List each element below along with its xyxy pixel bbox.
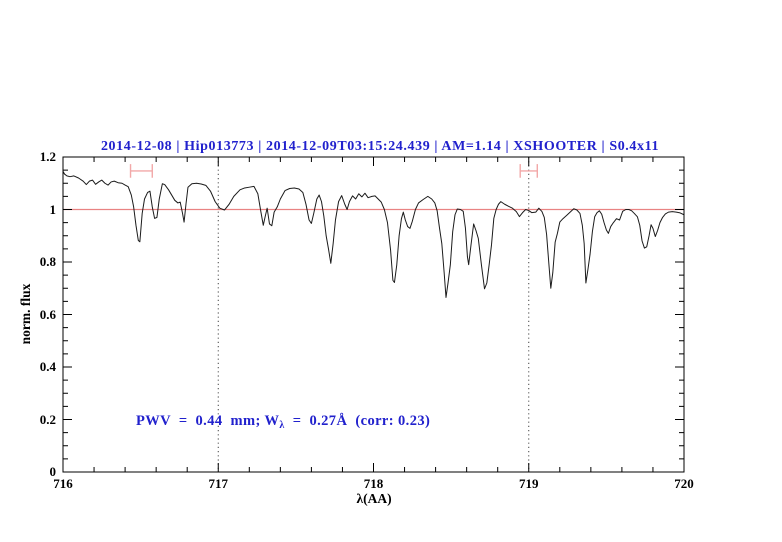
y-tick-label: 1.2 bbox=[39, 149, 56, 164]
x-tick-label: 717 bbox=[208, 476, 229, 491]
y-tick-label: 0.2 bbox=[39, 411, 56, 427]
lambda-subscript: λ bbox=[279, 420, 285, 431]
y-tick-label: 0.6 bbox=[39, 306, 56, 322]
pwv-annotation: PWV = 0.44 mm; Wλ = 0.27Å (corr: 0.23) bbox=[136, 413, 430, 431]
x-tick-label: 720 bbox=[674, 476, 694, 491]
spectrum-line bbox=[62, 170, 685, 298]
x-tick-label: 719 bbox=[519, 476, 539, 491]
y-tick-label: 0.4 bbox=[39, 359, 56, 374]
y-tick-label: 0 bbox=[49, 464, 57, 479]
pwv-annotation-suffix: = 0.27Å (corr: 0.23) bbox=[284, 413, 431, 429]
x-tick-label: 718 bbox=[363, 476, 384, 491]
plot-title: 2014-12-08 | Hip013773 | 2014-12-09T03:1… bbox=[100, 139, 660, 154]
x-tick-label: 716 bbox=[53, 476, 73, 491]
y-tick-label: 1 bbox=[49, 201, 57, 217]
pwv-annotation-prefix: PWV = 0.44 mm; W bbox=[136, 413, 280, 429]
x-axis-title: λ(AA) bbox=[356, 491, 392, 506]
y-tick-label: 0.8 bbox=[39, 254, 56, 269]
